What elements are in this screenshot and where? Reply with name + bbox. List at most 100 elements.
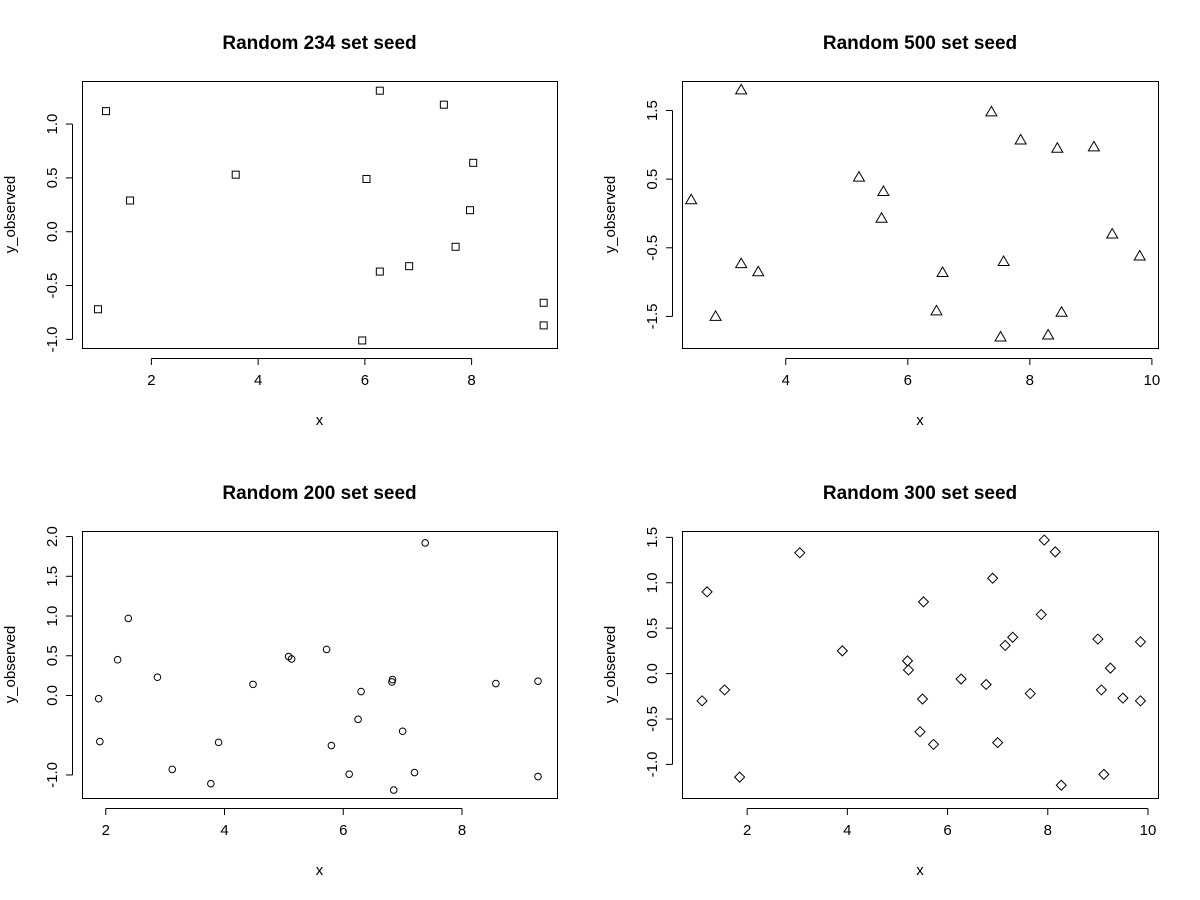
data-point bbox=[534, 677, 542, 685]
y-tick-label: -1.0 bbox=[44, 326, 61, 352]
x-tick-label: 2 bbox=[743, 822, 751, 839]
data-point bbox=[469, 158, 478, 167]
data-point bbox=[997, 255, 1010, 267]
x-tick-label: 2 bbox=[147, 372, 155, 389]
y-tick-label: 0.5 bbox=[644, 618, 661, 639]
data-point bbox=[1134, 636, 1147, 648]
data-point bbox=[1134, 695, 1147, 707]
x-tick-label: 8 bbox=[1044, 822, 1052, 839]
plot-frame bbox=[682, 531, 1159, 799]
y-tick-label: -0.5 bbox=[644, 706, 661, 732]
x-tick-label: 4 bbox=[220, 822, 228, 839]
x-tick-label: 6 bbox=[904, 372, 912, 389]
data-point bbox=[1006, 631, 1019, 643]
y-tick-label: 0.0 bbox=[44, 221, 61, 242]
x-axis-label: x bbox=[916, 412, 924, 429]
data-point bbox=[875, 211, 888, 223]
data-point bbox=[1095, 684, 1108, 696]
data-point bbox=[852, 170, 866, 182]
x-tick-label: 8 bbox=[1026, 372, 1034, 389]
y-tick-label: 0.5 bbox=[44, 645, 61, 666]
data-point bbox=[102, 107, 111, 116]
data-point bbox=[1038, 534, 1050, 546]
data-point bbox=[466, 206, 475, 215]
data-point bbox=[734, 257, 748, 269]
data-point bbox=[354, 715, 362, 724]
y-axis-label: y_observed bbox=[602, 626, 619, 704]
data-point bbox=[94, 305, 103, 314]
data-point bbox=[1035, 608, 1047, 621]
data-point bbox=[985, 105, 998, 117]
panel-title: Random 234 set seed bbox=[222, 33, 416, 54]
data-point bbox=[451, 242, 460, 251]
data-point bbox=[534, 772, 542, 781]
y-tick-label: 1.5 bbox=[644, 527, 661, 548]
y-tick-label: 1.0 bbox=[644, 572, 661, 593]
y-axis-label: y_observed bbox=[2, 176, 19, 254]
data-point bbox=[439, 100, 448, 109]
data-point bbox=[986, 572, 999, 584]
data-point bbox=[794, 547, 806, 559]
data-point bbox=[1092, 633, 1104, 645]
data-point bbox=[1049, 546, 1061, 558]
y-tick-label: -0.5 bbox=[44, 273, 61, 299]
data-point bbox=[999, 639, 1011, 652]
data-point bbox=[124, 614, 133, 623]
data-point bbox=[389, 786, 398, 794]
data-point bbox=[113, 655, 122, 664]
x-tick-label: 4 bbox=[843, 822, 851, 839]
data-point bbox=[327, 741, 336, 750]
data-point bbox=[877, 185, 890, 197]
data-point bbox=[701, 586, 713, 598]
scatter-panel-2: Random 500 set seed 4 6 8 10 -1.5 -0.5 0.5 1.5 x y… bbox=[602, 33, 1160, 429]
plot-frame bbox=[82, 531, 558, 799]
data-point bbox=[410, 768, 419, 777]
data-point bbox=[322, 645, 331, 654]
data-point bbox=[696, 695, 708, 707]
x-tick-label: 4 bbox=[782, 372, 790, 389]
y-tick-label: 1.5 bbox=[644, 100, 661, 121]
y-tick-label: -1.0 bbox=[44, 762, 61, 788]
data-point bbox=[345, 770, 353, 778]
plot-frame bbox=[82, 81, 558, 349]
data-point bbox=[398, 727, 407, 736]
data-point bbox=[709, 309, 722, 321]
data-point bbox=[1098, 768, 1110, 781]
data-point bbox=[214, 738, 223, 747]
data-point bbox=[153, 673, 162, 682]
x-axis-label: x bbox=[916, 862, 924, 879]
y-tick-label: 0.5 bbox=[44, 167, 61, 188]
y-tick-label: 2.0 bbox=[44, 526, 61, 547]
y-tick-label: -1.0 bbox=[644, 751, 661, 777]
y-tick-label: 1.0 bbox=[44, 114, 61, 135]
data-point bbox=[1041, 328, 1055, 340]
data-point bbox=[930, 304, 943, 316]
data-point bbox=[927, 738, 940, 751]
x-tick-label: 4 bbox=[254, 372, 262, 389]
data-point bbox=[388, 675, 397, 684]
scatter-panel-1: Random 234 set seed 2 4 6 8 -1.0 -0.5 0.0 0.5 1.0… bbox=[2, 33, 558, 429]
y-tick-label: 0.0 bbox=[644, 663, 661, 684]
data-point bbox=[231, 170, 240, 179]
data-point bbox=[991, 736, 1004, 749]
data-point bbox=[539, 298, 548, 307]
data-point bbox=[734, 83, 748, 95]
data-point bbox=[358, 336, 367, 345]
scatter-panel-3: Random 200 set seed 2 4 6 8 -1.0 0.0 0.5 1.0 1.5 2… bbox=[2, 483, 558, 879]
y-tick-label: 0.0 bbox=[44, 685, 61, 706]
x-tick-label: 10 bbox=[1140, 822, 1157, 839]
data-point bbox=[492, 679, 500, 688]
data-point bbox=[1104, 662, 1117, 674]
data-point bbox=[733, 771, 746, 783]
data-point bbox=[96, 737, 104, 746]
data-point bbox=[1087, 140, 1101, 152]
data-point bbox=[249, 680, 257, 689]
data-point bbox=[955, 673, 967, 685]
data-point bbox=[1014, 133, 1028, 145]
data-point bbox=[94, 694, 103, 703]
data-point bbox=[1055, 779, 1068, 791]
x-axis-label: x bbox=[316, 862, 324, 879]
x-tick-label: 6 bbox=[339, 822, 347, 839]
data-point bbox=[916, 693, 929, 705]
data-point bbox=[980, 678, 992, 691]
